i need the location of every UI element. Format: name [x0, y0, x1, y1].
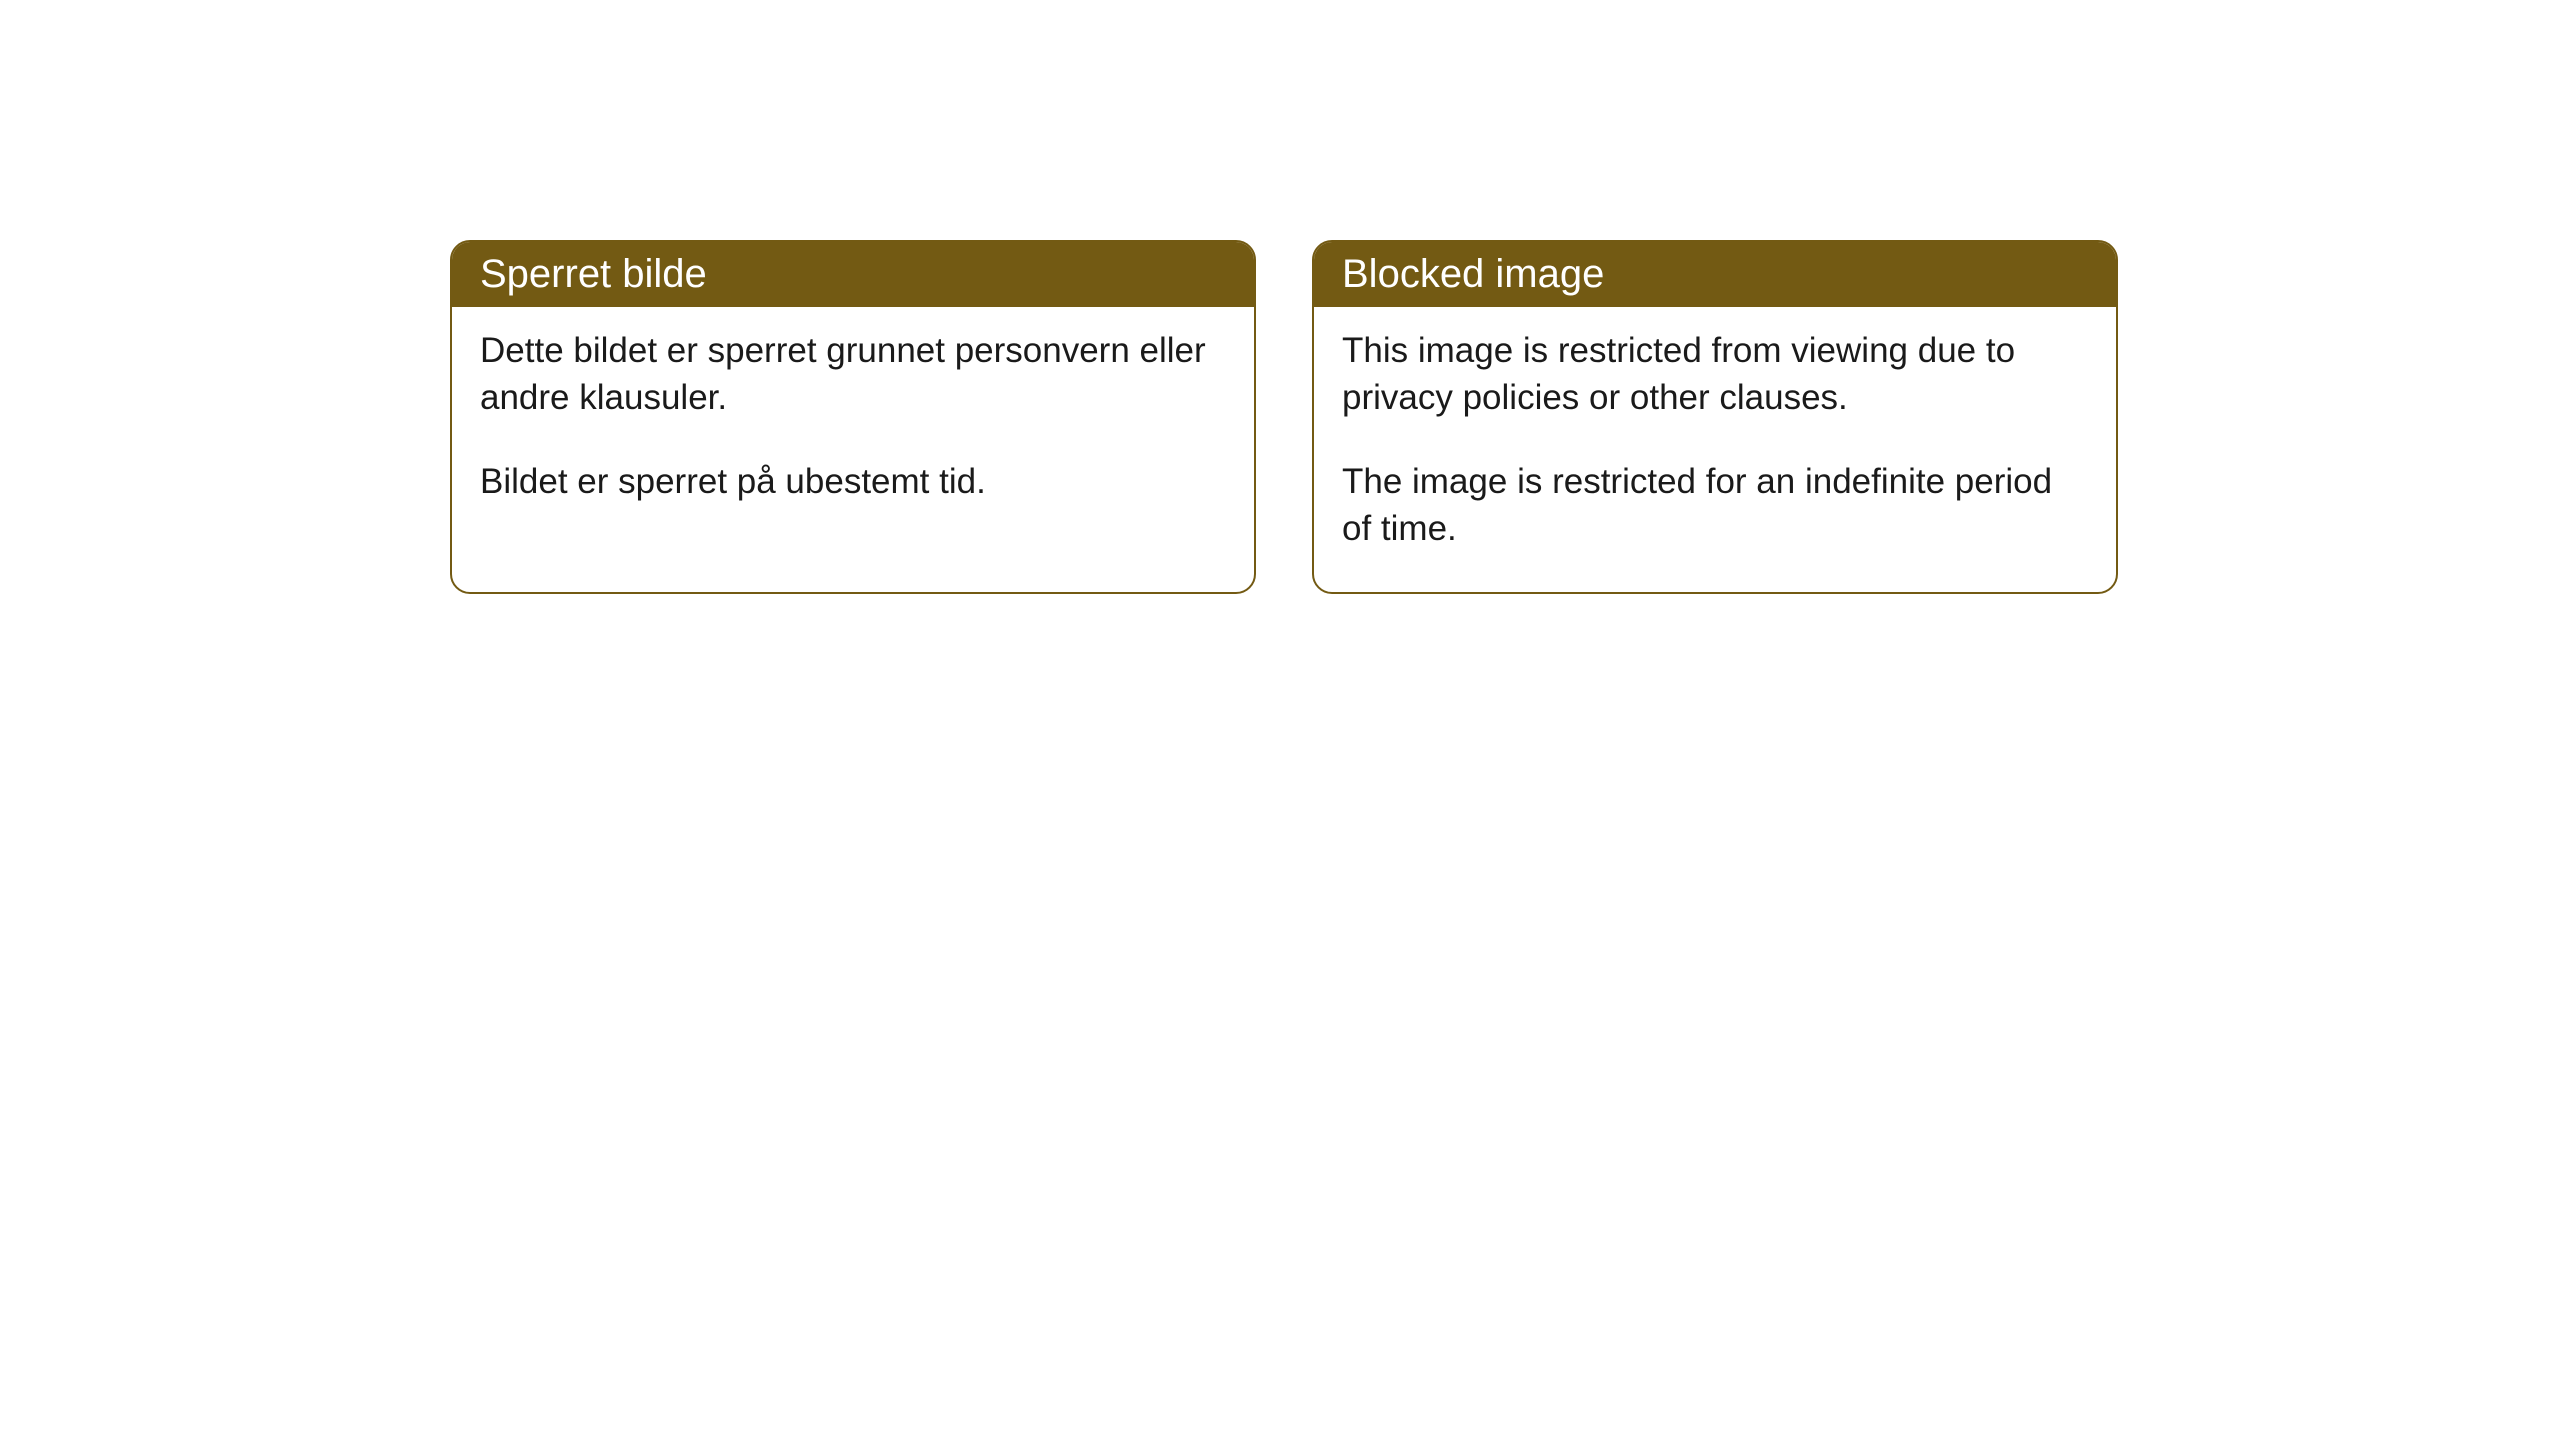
blocked-image-card-norwegian: Sperret bilde Dette bildet er sperret gr…	[450, 240, 1256, 594]
notice-cards-container: Sperret bilde Dette bildet er sperret gr…	[450, 240, 2118, 594]
card-header-english: Blocked image	[1314, 242, 2116, 307]
card-paragraph: This image is restricted from viewing du…	[1342, 327, 2088, 422]
card-title: Sperret bilde	[480, 252, 707, 296]
blocked-image-card-english: Blocked image This image is restricted f…	[1312, 240, 2118, 594]
card-body-norwegian: Dette bildet er sperret grunnet personve…	[452, 307, 1254, 545]
card-header-norwegian: Sperret bilde	[452, 242, 1254, 307]
card-body-english: This image is restricted from viewing du…	[1314, 307, 2116, 592]
card-paragraph: Bildet er sperret på ubestemt tid.	[480, 458, 1226, 505]
card-title: Blocked image	[1342, 252, 1604, 296]
card-paragraph: The image is restricted for an indefinit…	[1342, 458, 2088, 553]
card-paragraph: Dette bildet er sperret grunnet personve…	[480, 327, 1226, 422]
